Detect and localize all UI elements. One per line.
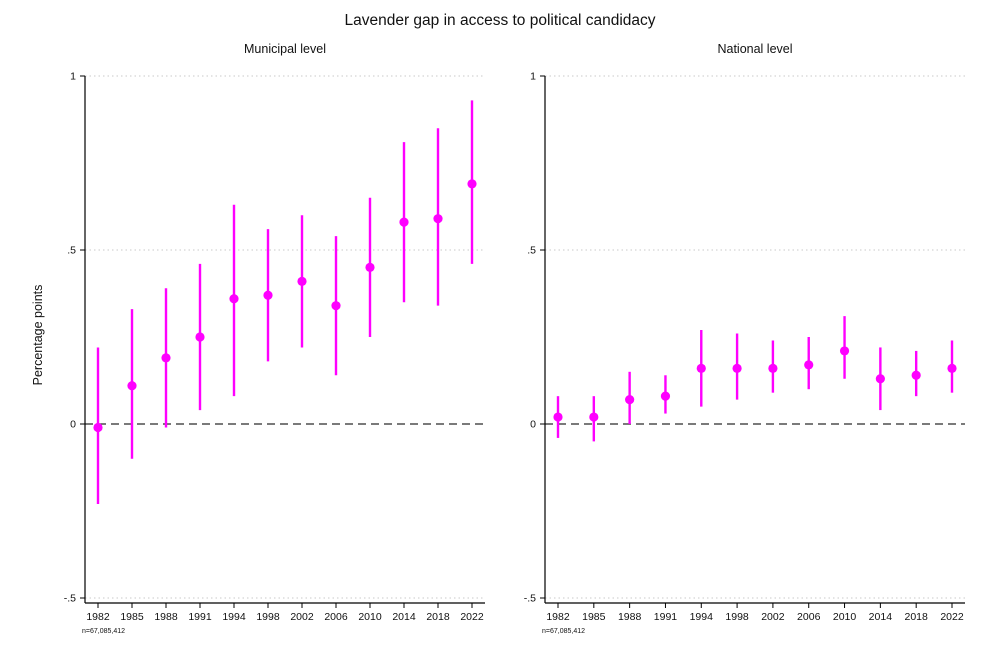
- y-tick-label: 0: [530, 419, 536, 431]
- x-tick-label: 1982: [546, 611, 570, 623]
- x-tick-label: 2002: [290, 611, 314, 623]
- x-tick-label: 1998: [725, 611, 749, 623]
- x-tick-label: 1994: [690, 611, 714, 623]
- y-tick-label: 1: [530, 71, 536, 83]
- x-tick-label: 1982: [86, 611, 110, 623]
- point-estimate: [625, 395, 635, 405]
- national-plot-area: -.5 0 .5 1 1982 1985 1988 1991 1994 1998 2002 2006 2…: [524, 71, 965, 635]
- point-estimate: [768, 363, 778, 373]
- point-estimate: [399, 217, 409, 227]
- point-estimate: [660, 391, 671, 401]
- point-estimate: [195, 332, 205, 342]
- point-estimate: [93, 422, 103, 433]
- y-tick-label: -.5: [524, 593, 536, 605]
- x-tick-label: 1985: [582, 611, 606, 623]
- municipal-plot-area: -.5 0 .5 1 1982 1985 1988 1991 1994 1998 2002 2006 2…: [64, 71, 485, 635]
- x-tick-label: 2022: [940, 611, 964, 623]
- point-estimate: [553, 412, 563, 422]
- point-estimate: [839, 346, 850, 356]
- x-tick-label: 2014: [869, 611, 893, 623]
- x-tick-label: 1988: [618, 611, 642, 623]
- panel-municipal: Municipal level -.5 0 .5 1 1982 1985 1988 1991 1…: [45, 42, 515, 656]
- point-estimate: [127, 381, 137, 391]
- point-estimate: [467, 179, 477, 189]
- panel-title-municipal: Municipal level: [244, 42, 326, 56]
- point-estimate: [433, 214, 443, 224]
- y-tick-label: -.5: [64, 593, 76, 605]
- x-tick-label: 1998: [256, 611, 280, 623]
- x-tick-label: 1988: [154, 611, 178, 623]
- point-estimate: [229, 294, 239, 304]
- x-tick-label: 1991: [654, 611, 678, 623]
- chart-title: Lavender gap in access to political cand…: [344, 12, 656, 29]
- y-tick-label: 1: [70, 71, 76, 83]
- x-tick-label: 2010: [358, 611, 382, 623]
- y-axis-label: Percentage points: [31, 284, 45, 386]
- point-estimate: [365, 262, 375, 272]
- y-tick-label: .5: [67, 245, 76, 257]
- sample-size-note: n=67,085,412: [542, 628, 585, 635]
- x-tick-label: 2014: [392, 611, 416, 623]
- panel-national: National level -.5 0 .5 1 1982 1985 1988 1991 19…: [505, 42, 980, 656]
- point-estimate: [589, 412, 599, 422]
- point-estimate: [696, 363, 706, 373]
- point-estimate: [297, 276, 307, 286]
- y-tick-label: 0: [70, 419, 76, 431]
- x-tick-label: 1985: [120, 611, 144, 623]
- point-estimate: [804, 360, 814, 370]
- point-estimate: [732, 363, 742, 373]
- point-estimate: [875, 374, 885, 384]
- point-estimate: [911, 370, 921, 380]
- x-tick-label: 2006: [797, 611, 821, 623]
- x-tick-label: 2018: [905, 611, 929, 623]
- x-tick-label: 2002: [761, 611, 785, 623]
- x-tick-label: 2022: [460, 611, 484, 623]
- sample-size-note: n=67,085,412: [82, 628, 125, 635]
- x-tick-label: 2018: [426, 611, 450, 623]
- point-estimate: [161, 353, 171, 363]
- x-tick-label: 1991: [188, 611, 212, 623]
- x-tick-label: 1994: [222, 611, 246, 623]
- point-estimate: [947, 363, 957, 373]
- panel-title-national: National level: [717, 42, 793, 56]
- point-estimate: [331, 301, 341, 311]
- point-estimate: [263, 290, 273, 300]
- x-tick-label: 2010: [833, 611, 857, 623]
- x-tick-label: 2006: [324, 611, 348, 623]
- y-tick-label: .5: [527, 245, 536, 257]
